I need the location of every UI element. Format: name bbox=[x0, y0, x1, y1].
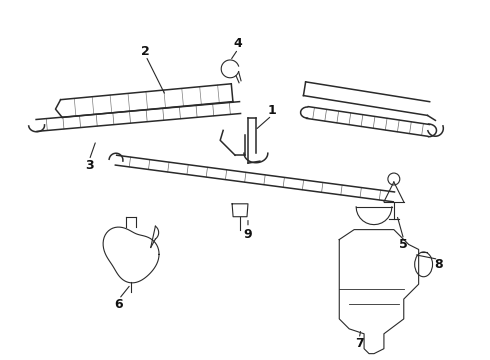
Text: 6: 6 bbox=[115, 297, 123, 311]
Text: 1: 1 bbox=[268, 104, 276, 117]
Text: 2: 2 bbox=[142, 45, 150, 58]
Text: 8: 8 bbox=[434, 258, 443, 271]
Text: 5: 5 bbox=[399, 238, 408, 251]
Text: 9: 9 bbox=[244, 228, 252, 241]
Text: 4: 4 bbox=[234, 37, 243, 50]
Text: 3: 3 bbox=[85, 159, 94, 172]
Text: 7: 7 bbox=[355, 337, 364, 350]
